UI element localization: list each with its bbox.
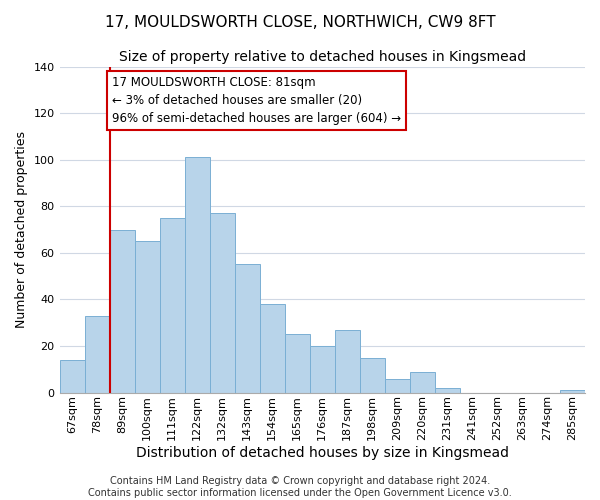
Bar — [435, 388, 460, 392]
Bar — [560, 390, 585, 392]
Text: 17 MOULDSWORTH CLOSE: 81sqm
← 3% of detached houses are smaller (20)
96% of semi: 17 MOULDSWORTH CLOSE: 81sqm ← 3% of deta… — [112, 76, 401, 125]
Bar — [160, 218, 185, 392]
Bar — [110, 230, 134, 392]
Bar — [335, 330, 360, 392]
X-axis label: Distribution of detached houses by size in Kingsmead: Distribution of detached houses by size … — [136, 446, 509, 460]
Bar — [285, 334, 310, 392]
Bar — [385, 378, 410, 392]
Bar — [310, 346, 335, 393]
Bar — [410, 372, 435, 392]
Bar — [59, 360, 85, 392]
Y-axis label: Number of detached properties: Number of detached properties — [15, 131, 28, 328]
Title: Size of property relative to detached houses in Kingsmead: Size of property relative to detached ho… — [119, 50, 526, 64]
Bar — [235, 264, 260, 392]
Text: 17, MOULDSWORTH CLOSE, NORTHWICH, CW9 8FT: 17, MOULDSWORTH CLOSE, NORTHWICH, CW9 8F… — [104, 15, 496, 30]
Bar — [185, 158, 209, 392]
Bar — [85, 316, 110, 392]
Text: Contains HM Land Registry data © Crown copyright and database right 2024.
Contai: Contains HM Land Registry data © Crown c… — [88, 476, 512, 498]
Bar — [360, 358, 385, 392]
Bar — [134, 241, 160, 392]
Bar — [260, 304, 285, 392]
Bar — [209, 213, 235, 392]
